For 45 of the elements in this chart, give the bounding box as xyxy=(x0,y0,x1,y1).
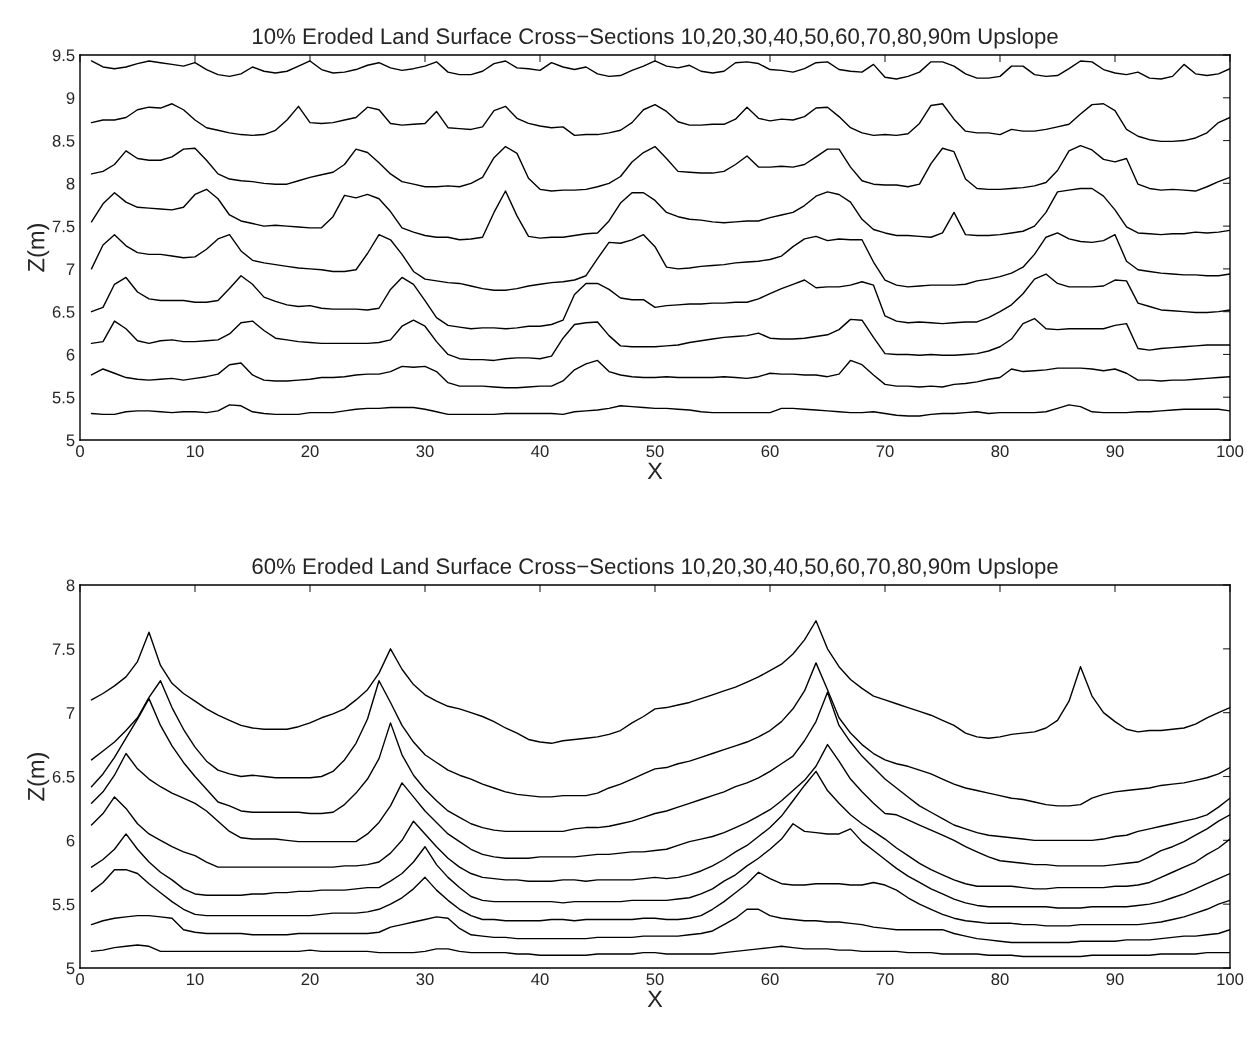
y-tick-label: 7.5 xyxy=(52,643,75,656)
x-tick-label: 60 xyxy=(761,973,779,986)
y-tick-label: 8 xyxy=(66,579,75,592)
y-tick-label: 6.5 xyxy=(52,770,75,783)
y-tick-label: 7 xyxy=(66,263,75,275)
x-tick-label: 60 xyxy=(761,445,779,458)
x-tick-label: 70 xyxy=(876,445,894,458)
x-tick-label: 40 xyxy=(531,973,549,986)
x-tick-label: 40 xyxy=(531,445,549,458)
y-tick-label: 6 xyxy=(66,348,75,361)
x-tick-label: 80 xyxy=(991,973,1009,986)
x-tick-label: 50 xyxy=(646,445,664,458)
x-tick-label: 90 xyxy=(1106,973,1124,986)
y-tick-label: 8.5 xyxy=(52,134,75,147)
x-tick-label: 90 xyxy=(1106,445,1124,458)
y-tick-label: 6.5 xyxy=(52,306,75,318)
x-axis-title: X xyxy=(647,990,663,1007)
x-tick-label: 20 xyxy=(301,973,319,986)
x-tick-label: 20 xyxy=(301,445,319,458)
chart-title: 10% Eroded Land Surface Cross−Sections 10,20,30,40,50,60,70,80,90m Upslope xyxy=(253,27,1058,49)
y-tick-label: 5 xyxy=(66,434,75,447)
y-axis-title: Z(m) xyxy=(27,224,50,272)
x-tick-label: 100 xyxy=(1217,445,1244,458)
y-tick-label: 7 xyxy=(66,707,75,719)
x-tick-label: 10 xyxy=(187,445,204,458)
y-axis-title: Z(m) xyxy=(27,753,50,801)
y-tick-label: 9.5 xyxy=(52,49,75,62)
x-tick-label: 0 xyxy=(76,973,84,986)
y-tick-label: 8 xyxy=(66,177,75,190)
x-tick-label: 0 xyxy=(76,445,84,458)
y-tick-label: 5.5 xyxy=(52,898,75,911)
x-tick-label: 10 xyxy=(187,973,204,986)
chart-title: 60% Eroded Land Surface Cross−Sections 10,20,30,40,50,60,70,80,90m Upslope xyxy=(252,557,1058,579)
x-tick-label: 30 xyxy=(416,445,434,458)
y-tick-label: 5.5 xyxy=(52,391,75,404)
y-tick-label: 6 xyxy=(66,834,75,847)
y-tick-label: 9 xyxy=(66,92,75,104)
y-tick-label: 7.5 xyxy=(52,220,75,233)
x-axis-title: X xyxy=(647,462,663,479)
x-tick-label: 80 xyxy=(991,445,1009,458)
x-tick-label: 70 xyxy=(876,973,894,986)
x-tick-label: 100 xyxy=(1217,973,1244,986)
y-tick-label: 5 xyxy=(66,962,75,975)
x-tick-label: 50 xyxy=(646,973,664,986)
x-tick-label: 30 xyxy=(416,973,434,986)
